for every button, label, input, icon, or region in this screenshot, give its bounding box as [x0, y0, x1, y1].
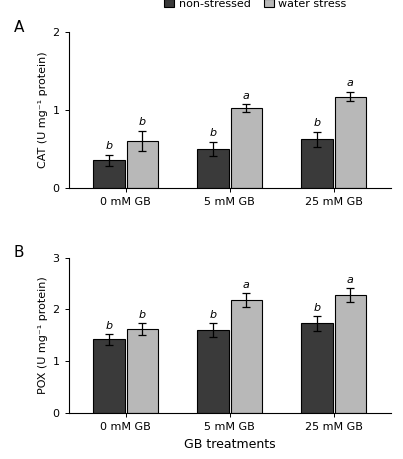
- Bar: [301, 324, 332, 413]
- Text: b: b: [314, 303, 321, 313]
- Bar: [127, 329, 158, 413]
- Text: a: a: [243, 280, 250, 290]
- Y-axis label: CAT (U mg⁻¹ protein): CAT (U mg⁻¹ protein): [38, 51, 48, 168]
- Text: b: b: [210, 128, 217, 138]
- Text: B: B: [14, 245, 24, 260]
- Legend: non-stressed, water stress: non-stressed, water stress: [160, 0, 351, 13]
- Y-axis label: POX (U mg⁻¹ protein): POX (U mg⁻¹ protein): [38, 276, 48, 394]
- Text: b: b: [139, 117, 146, 127]
- Text: b: b: [314, 118, 321, 128]
- Text: a: a: [347, 274, 354, 285]
- Bar: [127, 141, 158, 188]
- Text: b: b: [106, 141, 112, 151]
- Bar: [335, 97, 366, 188]
- Bar: [231, 300, 262, 413]
- Bar: [93, 160, 125, 188]
- X-axis label: GB treatments: GB treatments: [184, 438, 276, 451]
- Bar: [93, 340, 125, 413]
- Bar: [197, 330, 229, 413]
- Text: b: b: [106, 321, 112, 331]
- Bar: [301, 140, 332, 188]
- Text: A: A: [14, 20, 24, 35]
- Bar: [197, 149, 229, 188]
- Text: b: b: [139, 310, 146, 320]
- Bar: [231, 108, 262, 188]
- Bar: [335, 295, 366, 413]
- Text: b: b: [210, 310, 217, 320]
- Text: a: a: [347, 78, 354, 88]
- Text: a: a: [243, 90, 250, 101]
